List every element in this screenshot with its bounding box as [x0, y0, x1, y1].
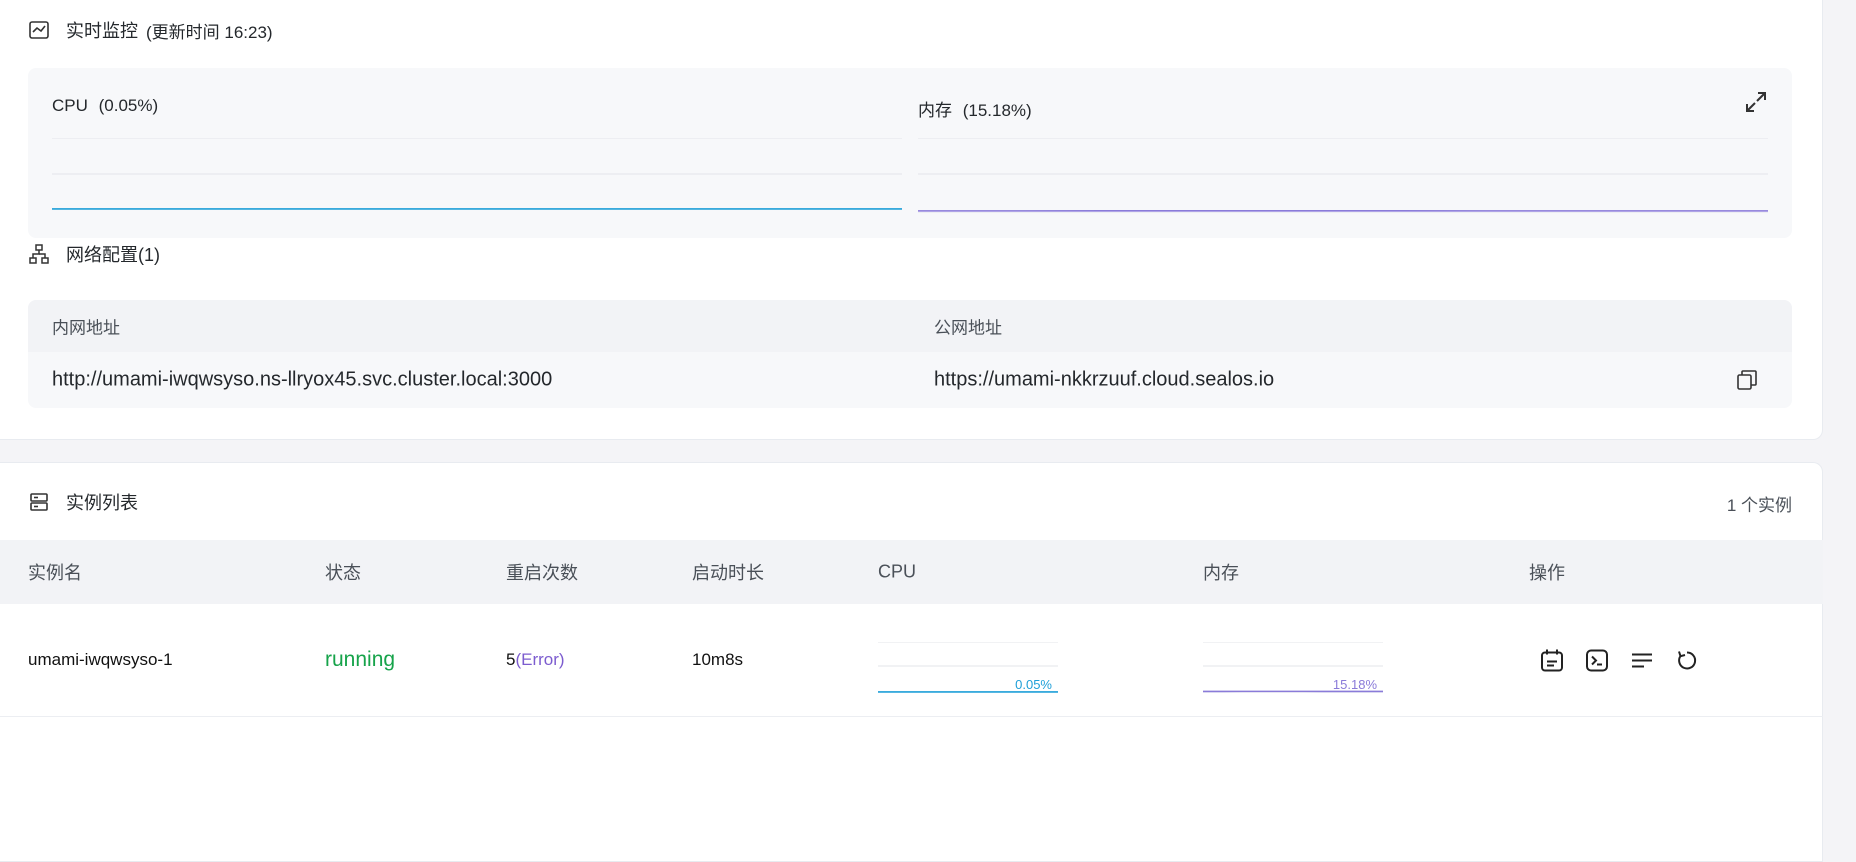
instances-table-header: 实例名 状态 重启次数 启动时长 CPU 内存 操作	[0, 540, 1823, 604]
chart-monitor-icon	[28, 19, 50, 41]
detail-button[interactable]	[1538, 647, 1565, 674]
column-status: 状态	[325, 559, 361, 585]
cpu-chart-label: CPU (0.05%)	[52, 96, 158, 116]
copy-icon	[1736, 369, 1758, 391]
restart-button[interactable]	[1673, 647, 1700, 674]
instance-cpu-chart: 0.05%	[878, 642, 1058, 694]
terminal-icon	[1584, 647, 1610, 673]
column-internal-address: 内网地址	[52, 314, 120, 339]
instance-status: running	[325, 648, 395, 672]
restart-error-note: (Error)	[515, 650, 564, 669]
mem-chart	[918, 138, 1768, 214]
expand-icon	[1744, 90, 1768, 114]
detail-icon	[1539, 647, 1565, 673]
monitor-updated-time: (更新时间 16:23)	[146, 18, 273, 43]
column-cpu: CPU	[878, 562, 916, 583]
column-name: 实例名	[28, 559, 82, 585]
copy-button[interactable]	[1736, 369, 1758, 391]
instances-title: 实例列表	[66, 489, 138, 515]
internal-address[interactable]: http://umami-iwqwsyso.ns-llryox45.svc.cl…	[52, 369, 552, 392]
instances-section-header: 实例列表	[28, 489, 138, 515]
app-detail-card: 实时监控 (更新时间 16:23) CPU (0.05%) 内存 (15.18%…	[0, 0, 1823, 440]
instance-name: umami-iwqwsyso-1	[28, 650, 173, 670]
column-public-address: 公网地址	[934, 314, 1002, 339]
monitor-panel: CPU (0.05%) 内存 (15.18%)	[28, 68, 1792, 238]
network-icon	[28, 243, 50, 265]
cpu-chart	[52, 138, 902, 214]
mem-label-text: 内存	[918, 101, 952, 120]
network-table-row: http://umami-iwqwsyso.ns-llryox45.svc.cl…	[28, 352, 1792, 408]
server-list-icon	[28, 491, 50, 513]
monitor-title: 实时监控	[66, 17, 138, 43]
instance-cpu-chart-value-label: 0.05%	[1015, 677, 1052, 692]
column-memory: 内存	[1203, 559, 1239, 585]
network-section-header: 网络配置(1)	[28, 241, 160, 267]
cpu-value-text: (0.05%)	[99, 96, 159, 115]
restart-icon	[1674, 647, 1700, 673]
instance-mem-chart-value-label: 15.18%	[1333, 677, 1378, 692]
instance-restarts: 5(Error)	[506, 650, 565, 670]
instances-card: 实例列表 1 个实例 实例名 状态 重启次数 启动时长 CPU 内存 操作 um…	[0, 462, 1823, 862]
network-table-header: 内网地址 公网地址	[28, 300, 1792, 352]
public-address-link[interactable]: https://umami-nkkrzuuf.cloud.sealos.io	[934, 369, 1274, 392]
column-restarts: 重启次数	[506, 559, 578, 585]
terminal-button[interactable]	[1583, 647, 1610, 674]
instance-actions	[1538, 647, 1700, 674]
instance-count: 1 个实例	[1727, 491, 1792, 516]
expand-button[interactable]	[1744, 90, 1768, 114]
table-row: umami-iwqwsyso-1 running 5(Error) 10m8s …	[0, 604, 1823, 717]
mem-value-text: (15.18%)	[963, 101, 1032, 120]
instance-uptime: 10m8s	[692, 650, 743, 670]
network-title: 网络配置(1)	[66, 241, 160, 267]
monitor-section-header: 实时监控 (更新时间 16:23)	[28, 17, 273, 43]
mem-chart-label: 内存 (15.18%)	[918, 96, 1032, 121]
instance-mem-chart: 15.18%	[1203, 642, 1383, 694]
logs-button[interactable]	[1628, 647, 1655, 674]
logs-icon	[1629, 647, 1655, 673]
column-uptime: 启动时长	[692, 559, 764, 585]
network-table: 内网地址 公网地址 http://umami-iwqwsyso.ns-llryo…	[28, 300, 1792, 408]
column-actions: 操作	[1529, 559, 1565, 585]
cpu-label-text: CPU	[52, 96, 88, 115]
